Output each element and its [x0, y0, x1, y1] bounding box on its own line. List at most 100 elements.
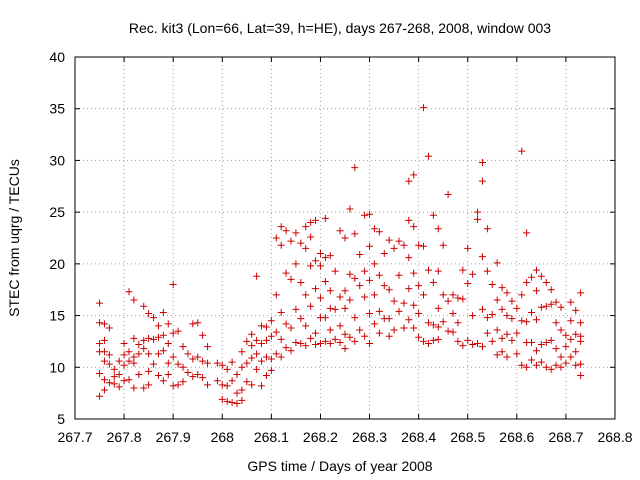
data-point: [577, 360, 585, 368]
data-point: [277, 223, 285, 231]
data-point: [508, 315, 516, 323]
data-point: [518, 361, 526, 369]
y-tick-label: 30: [49, 152, 65, 168]
data-point: [532, 347, 540, 355]
data-point: [321, 214, 329, 222]
data-point: [336, 227, 344, 235]
data-point: [434, 225, 442, 233]
data-point: [115, 371, 123, 379]
data-point: [336, 293, 344, 301]
data-point: [508, 336, 516, 344]
data-point: [385, 236, 393, 244]
data-point: [528, 273, 536, 281]
data-point: [518, 147, 526, 155]
data-point: [375, 271, 383, 279]
data-point: [312, 257, 320, 265]
x-tick-label: 268.7: [548, 429, 583, 445]
data-point: [218, 381, 226, 389]
data-point: [302, 291, 310, 299]
data-point: [449, 291, 457, 299]
data-point: [562, 331, 570, 339]
data-point: [429, 336, 437, 344]
data-point: [253, 336, 261, 344]
data-point: [267, 332, 275, 340]
data-point: [105, 351, 113, 359]
data-point: [179, 378, 187, 386]
data-point: [449, 310, 457, 318]
data-point: [120, 339, 128, 347]
data-point: [164, 339, 172, 347]
y-tick-label: 5: [57, 411, 65, 427]
data-point: [375, 228, 383, 236]
data-point: [366, 242, 374, 250]
data-point: [542, 278, 550, 286]
data-point: [577, 289, 585, 297]
data-point: [145, 381, 153, 389]
data-point: [557, 326, 565, 334]
data-point: [105, 360, 113, 368]
data-point: [228, 398, 236, 406]
data-point: [164, 371, 172, 379]
data-point: [483, 329, 491, 337]
data-point: [341, 304, 349, 312]
data-point: [474, 215, 482, 223]
data-point: [253, 365, 261, 373]
data-point: [341, 287, 349, 295]
data-point: [272, 234, 280, 242]
data-point: [204, 359, 212, 367]
data-point: [390, 244, 398, 252]
data-point: [469, 270, 477, 278]
data-point: [532, 287, 540, 295]
data-point: [145, 334, 153, 342]
data-point: [194, 353, 202, 361]
data-point: [405, 254, 413, 262]
data-point: [464, 336, 472, 344]
data-point: [537, 358, 545, 366]
data-point: [130, 384, 138, 392]
data-point: [513, 350, 521, 358]
data-point: [248, 330, 256, 338]
x-tick-labels: 267.7 267.8 267.9 268 268.1 268.2 268.3 268.4 26…: [57, 429, 632, 445]
data-point: [572, 306, 580, 314]
data-point: [316, 339, 324, 347]
data-point: [282, 227, 290, 235]
data-point: [110, 373, 118, 381]
data-point: [248, 342, 256, 350]
data-point: [493, 326, 501, 334]
data-point: [297, 315, 305, 323]
data-point: [321, 277, 329, 285]
data-point: [179, 363, 187, 371]
data-point: [199, 331, 207, 339]
y-tick-label: 35: [49, 101, 65, 117]
data-point: [159, 377, 167, 385]
data-point: [552, 319, 560, 327]
data-point: [434, 267, 442, 275]
data-point: [400, 241, 408, 249]
data-point: [488, 281, 496, 289]
data-point: [532, 361, 540, 369]
data-point: [258, 382, 266, 390]
data-point: [444, 297, 452, 305]
data-point: [100, 348, 108, 356]
data-point: [316, 262, 324, 270]
data-point: [199, 357, 207, 365]
data-point: [542, 302, 550, 310]
data-point: [537, 303, 545, 311]
data-point: [307, 262, 315, 270]
data-point: [424, 339, 432, 347]
x-tick-label: 268.8: [597, 429, 632, 445]
data-point: [159, 331, 167, 339]
data-point: [537, 341, 545, 349]
x-tick-label: 268: [211, 429, 235, 445]
data-point: [130, 334, 138, 342]
data-point: [523, 278, 531, 286]
data-point: [258, 357, 266, 365]
data-point: [542, 338, 550, 346]
data-point: [547, 336, 555, 344]
data-point: [459, 342, 467, 350]
data-point: [179, 343, 187, 351]
data-point: [405, 177, 413, 185]
data-point: [483, 314, 491, 322]
